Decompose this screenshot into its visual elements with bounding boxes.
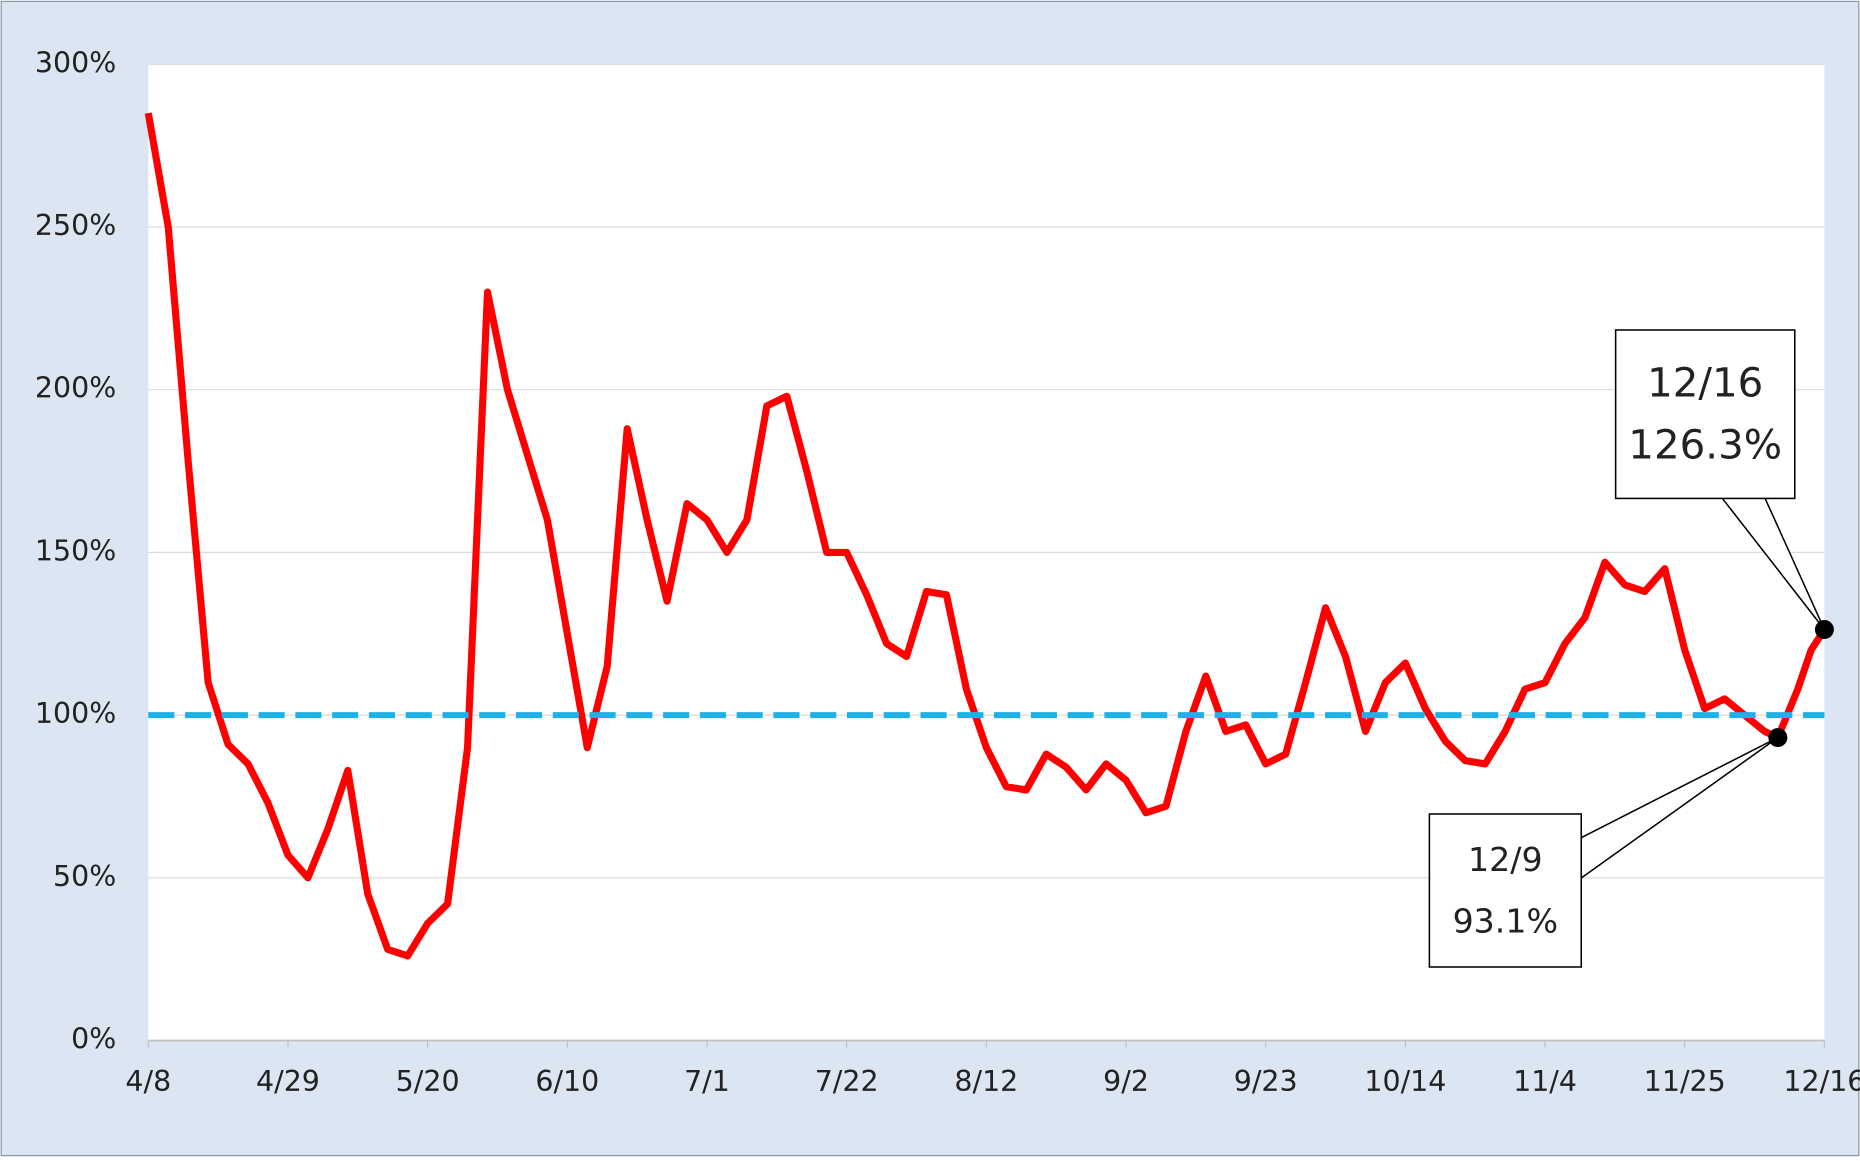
y-tick-label: 200% — [35, 372, 116, 405]
x-tick-label: 9/2 — [1103, 1065, 1149, 1098]
x-tick-label: 8/12 — [954, 1065, 1018, 1098]
data-line — [144, 112, 1828, 960]
x-tick-label: 4/8 — [125, 1065, 171, 1098]
x-tick-label: 11/4 — [1513, 1065, 1577, 1098]
x-tick-label: 6/10 — [535, 1065, 599, 1098]
x-tick-label: 9/23 — [1234, 1065, 1298, 1098]
x-tick-label: 10/14 — [1364, 1065, 1446, 1098]
y-tick-label: 50% — [53, 860, 116, 893]
x-tick-label: 12/16 — [1783, 1065, 1860, 1098]
callout-box — [1614, 329, 1796, 500]
annotation-point — [1814, 620, 1834, 640]
callout-value: 126.3% — [1628, 421, 1782, 468]
y-tick-label: 150% — [35, 534, 116, 567]
x-tick-label: 11/25 — [1644, 1065, 1726, 1098]
y-tick-label: 250% — [35, 209, 116, 242]
callout-box — [1428, 813, 1583, 968]
y-tick-label: 300% — [35, 46, 116, 79]
x-tick-label: 5/20 — [396, 1065, 460, 1098]
x-tick-label: 4/29 — [256, 1065, 320, 1098]
y-tick-label: 100% — [35, 697, 116, 730]
callout-date: 12/16 — [1647, 360, 1763, 407]
x-tick-label: 7/22 — [815, 1065, 879, 1098]
x-tick-label: 7/1 — [684, 1065, 730, 1098]
callout-value: 93.1% — [1453, 902, 1558, 941]
y-tick-label: 0% — [71, 1023, 116, 1056]
annotation-point — [1768, 728, 1788, 748]
callout-date: 12/9 — [1468, 840, 1543, 879]
